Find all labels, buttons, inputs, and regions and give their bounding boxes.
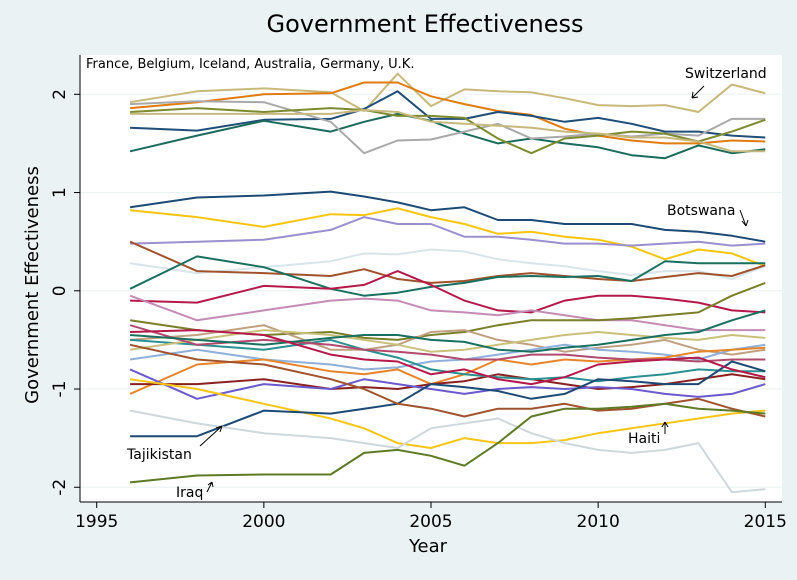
chart-title: Government Effectiveness	[267, 10, 584, 38]
series-line-27	[129, 343, 766, 418]
series-line-6	[130, 107, 766, 155]
series-lines	[129, 72, 766, 494]
y-tick-label: -1	[50, 381, 70, 398]
arrow-botswana-icon	[739, 209, 749, 227]
x-tick-label: 2015	[744, 512, 787, 532]
annotation-top-countries: France, Belgium, Iceland, Australia, Ger…	[86, 57, 414, 72]
series-line-30	[130, 309, 766, 353]
series-line-3	[130, 90, 766, 139]
annotation-botswana: Botswana	[667, 203, 735, 219]
series-line-28	[129, 409, 766, 494]
x-ticks: 1995 2000 2005 2010 2015	[75, 502, 787, 532]
series-line-22	[129, 329, 766, 353]
y-ticks: -2 -1 0 1 2	[50, 89, 80, 496]
annotation-haiti: Haiti	[628, 431, 660, 447]
series-line-26	[130, 360, 766, 438]
series-line-13	[129, 255, 766, 297]
arrow-iraq-icon	[206, 481, 214, 493]
y-tick-label: 0	[50, 285, 70, 296]
y-tick-label: 1	[50, 187, 70, 198]
series-line-20	[130, 373, 766, 390]
x-tick-label: 2010	[577, 512, 620, 532]
y-axis-label: Government Effectiveness	[22, 166, 43, 404]
series-line-4	[129, 112, 766, 160]
series-line-23	[129, 368, 766, 400]
series-line-2	[130, 81, 766, 145]
series-line-24	[129, 324, 766, 363]
arrow-tajikistan-icon	[199, 425, 223, 447]
series-line-5	[130, 100, 766, 155]
annotation-switzerland: Switzerland	[685, 66, 767, 82]
x-tick-label: 1995	[75, 512, 118, 532]
series-line-15	[129, 294, 766, 332]
y-tick-label: -2	[50, 479, 70, 496]
series-line-7	[130, 109, 766, 153]
series-line-1	[129, 72, 766, 113]
series-line-10	[130, 216, 766, 247]
grid	[80, 93, 782, 488]
arrow-switzerland-icon	[691, 85, 705, 99]
arrow-haiti-icon	[661, 421, 669, 434]
annotation-tajikistan: Tajikistan	[126, 447, 192, 463]
x-tick-label: 2000	[242, 512, 285, 532]
series-line-11	[129, 248, 766, 280]
series-line-31	[130, 329, 766, 386]
y-tick-label: 2	[50, 89, 70, 100]
series-line-17	[130, 324, 766, 356]
series-line-9	[129, 207, 766, 268]
series-line-29	[129, 402, 766, 484]
series-line-14	[130, 270, 766, 314]
annotation-iraq: Iraq	[176, 485, 203, 501]
series-line-8	[129, 190, 766, 243]
x-tick-label: 2005	[409, 512, 452, 532]
x-axis-label: Year	[408, 536, 448, 557]
